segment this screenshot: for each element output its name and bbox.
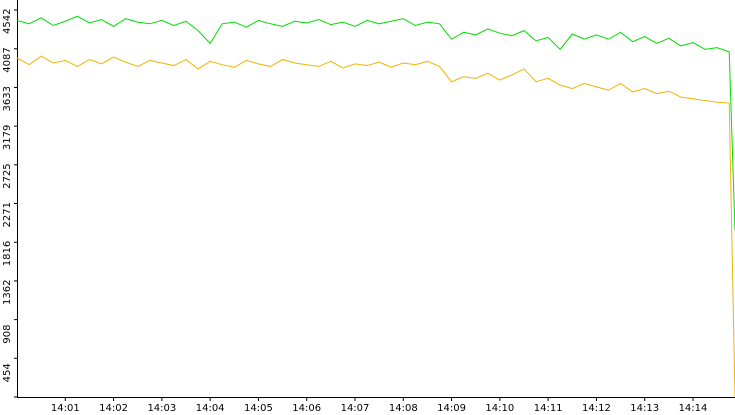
- x-tick-label: 14:05: [244, 403, 273, 414]
- series-line: [16, 15, 735, 231]
- x-tick-label: 14:11: [534, 403, 563, 414]
- y-tick-label: 1816: [2, 241, 13, 266]
- y-tick-label: 4542: [2, 9, 13, 34]
- y-tick-label: 908: [2, 325, 13, 344]
- y-tick-label: 4087: [2, 47, 13, 72]
- y-tick-label: 1362: [2, 279, 13, 304]
- x-tick-label: 14:08: [389, 403, 418, 414]
- x-tick-label: 14:07: [341, 403, 370, 414]
- y-tick-label: 2271: [2, 202, 13, 227]
- x-tick-label: 14:01: [51, 403, 80, 414]
- x-tick-label: 14:06: [292, 403, 321, 414]
- x-tick-label: 14:10: [485, 403, 514, 414]
- y-tick-label: 3179: [2, 125, 13, 150]
- x-tick-label: 14:03: [147, 403, 176, 414]
- x-tick-label: 14:09: [437, 403, 466, 414]
- y-tick-label: 2725: [2, 163, 13, 188]
- x-tick-label: 14:04: [196, 403, 225, 414]
- y-tick-label: 454: [2, 363, 13, 382]
- x-tick-label: 14:12: [582, 403, 611, 414]
- series-line: [16, 55, 735, 398]
- x-tick-label: 14:13: [630, 403, 659, 414]
- x-tick-label: 14:14: [679, 403, 708, 414]
- x-tick-label: 14:02: [99, 403, 128, 414]
- y-tick-label: 3633: [2, 86, 13, 111]
